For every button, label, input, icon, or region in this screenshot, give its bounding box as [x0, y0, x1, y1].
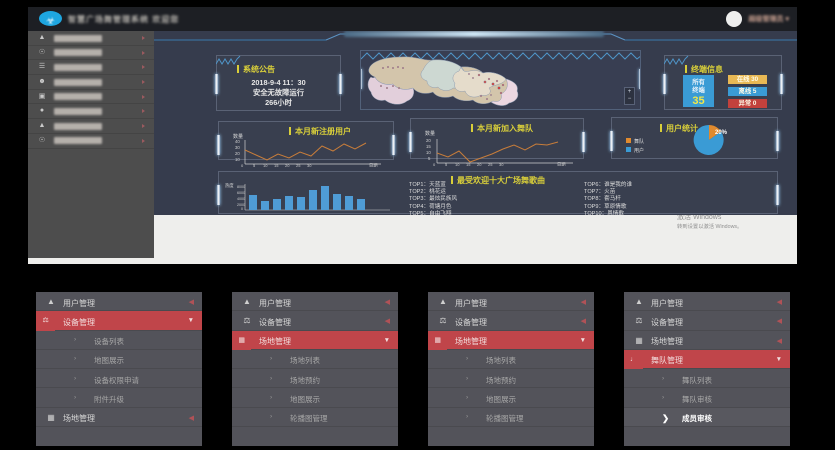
svg-text:30: 30	[307, 163, 312, 167]
svg-text:30: 30	[499, 162, 504, 166]
svg-text:6000: 6000	[237, 191, 245, 195]
svg-text:15: 15	[426, 144, 431, 149]
svg-text:10: 10	[235, 157, 240, 162]
svg-text:40: 40	[235, 140, 240, 144]
svg-text:5: 5	[253, 163, 256, 167]
svg-text:20: 20	[285, 163, 290, 167]
svg-text:25: 25	[296, 163, 301, 167]
svg-text:20%: 20%	[715, 130, 728, 136]
svg-text:20: 20	[477, 162, 482, 166]
svg-text:20: 20	[235, 151, 240, 156]
svg-text:日期: 日期	[369, 163, 378, 167]
svg-text:10: 10	[426, 150, 431, 155]
svg-text:日期: 日期	[557, 162, 566, 166]
svg-text:10: 10	[263, 163, 268, 167]
svg-text:5: 5	[428, 156, 431, 161]
svg-text:15: 15	[466, 162, 471, 166]
svg-text:8000: 8000	[237, 185, 245, 189]
svg-text:4000: 4000	[237, 197, 245, 201]
svg-text:15: 15	[274, 163, 279, 167]
svg-text:30: 30	[235, 145, 240, 150]
svg-text:20: 20	[426, 139, 431, 143]
svg-text:10: 10	[455, 162, 460, 166]
svg-text:5: 5	[445, 162, 448, 166]
svg-text:0: 0	[433, 162, 436, 166]
svg-text:0: 0	[241, 163, 244, 167]
svg-text:0: 0	[241, 207, 243, 211]
svg-text:25: 25	[488, 162, 493, 166]
